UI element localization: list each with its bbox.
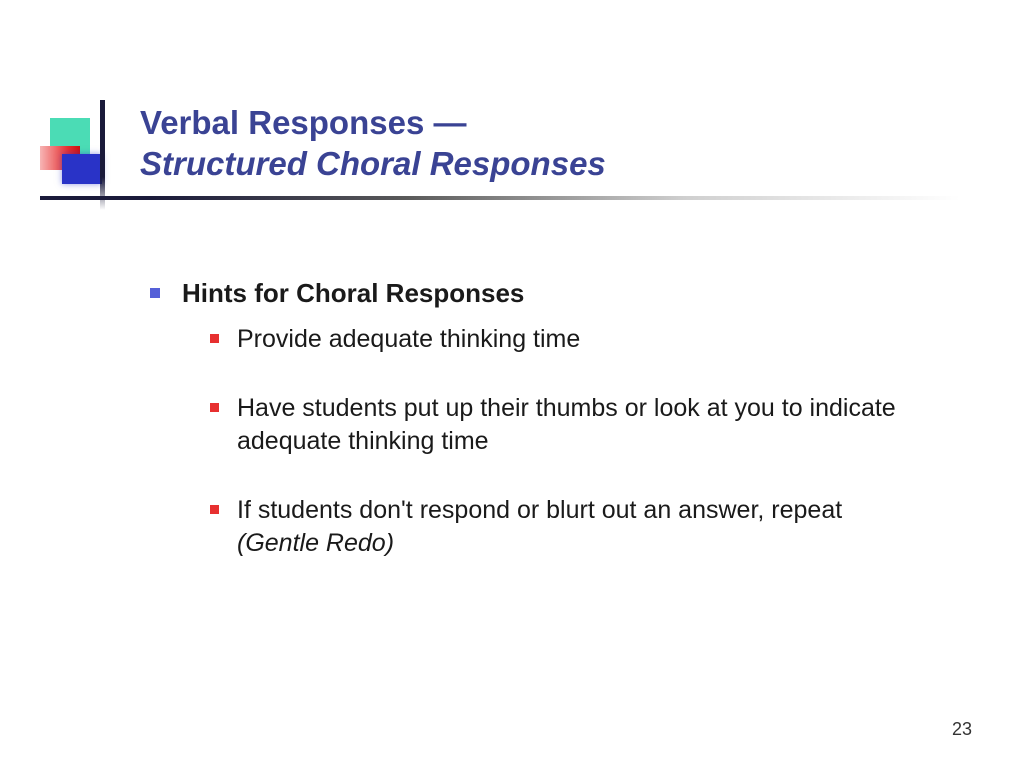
page-number: 23 bbox=[952, 719, 972, 740]
title-line-2: Structured Choral Responses bbox=[140, 143, 606, 184]
slide-title: Verbal Responses — Structured Choral Res… bbox=[140, 102, 606, 185]
title-decoration bbox=[40, 118, 100, 178]
blue-square-icon bbox=[62, 154, 102, 184]
slide-body: Hints for Choral Responses Provide adequ… bbox=[150, 278, 930, 560]
square-bullet-icon bbox=[210, 334, 219, 343]
list-item: If students don't respond or blurt out a… bbox=[210, 494, 930, 560]
list-item: Hints for Choral Responses bbox=[150, 278, 930, 309]
list-text: Have students put up their thumbs or loo… bbox=[237, 392, 930, 458]
square-bullet-icon bbox=[150, 288, 160, 298]
list-item: Provide adequate thinking time bbox=[210, 323, 930, 356]
title-line-1: Verbal Responses — bbox=[140, 102, 606, 143]
horizontal-rule bbox=[40, 196, 960, 200]
list-item: Have students put up their thumbs or loo… bbox=[210, 392, 930, 458]
list-text: If students don't respond or blurt out a… bbox=[237, 494, 930, 560]
gentle-redo-note: (Gentle Redo) bbox=[237, 529, 394, 557]
square-bullet-icon bbox=[210, 505, 219, 514]
list-text: Provide adequate thinking time bbox=[237, 323, 580, 356]
list-heading: Hints for Choral Responses bbox=[182, 278, 524, 309]
vertical-rule bbox=[100, 100, 105, 210]
square-bullet-icon bbox=[210, 403, 219, 412]
